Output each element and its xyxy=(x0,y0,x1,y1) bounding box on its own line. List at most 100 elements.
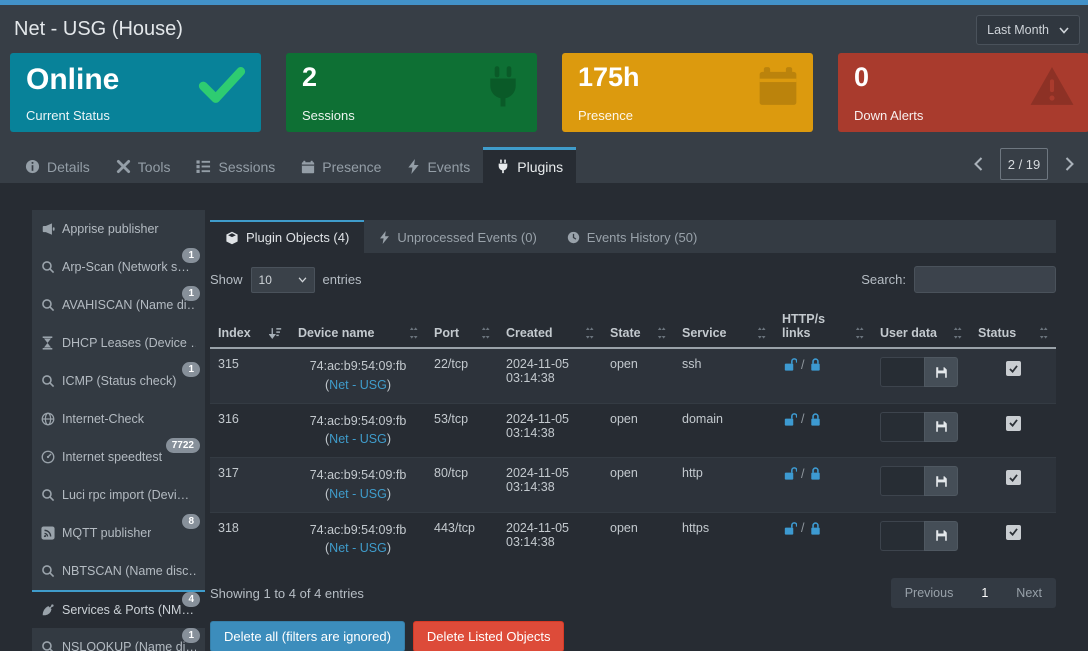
cell-service: http xyxy=(682,466,703,480)
sidebar-item-label: NSLOOKUP (Name di… xyxy=(62,640,196,651)
lock-closed-icon[interactable] xyxy=(808,412,823,427)
sidebar-item-arp-scan[interactable]: Arp-Scan (Network s… 1 xyxy=(32,248,205,286)
tab-plugin-objects[interactable]: Plugin Objects (4) xyxy=(210,220,365,253)
tab-events-history[interactable]: Events History (50) xyxy=(552,220,713,253)
cell-user-data xyxy=(872,458,970,513)
page-title: Net - USG (House) xyxy=(14,18,183,40)
sidebar-badge: 8 xyxy=(182,514,200,529)
device-mac: 74:ac:b9:54:09:fb xyxy=(309,468,407,482)
sidebar-item-luci-rpc-import[interactable]: Luci rpc import (Devi… xyxy=(32,476,205,514)
time-range-value: Last Month xyxy=(987,23,1049,37)
pagination-page-1[interactable]: 1 xyxy=(981,586,989,600)
lock-open-icon[interactable] xyxy=(782,412,797,427)
col-header-status[interactable]: Status xyxy=(970,307,1056,349)
cell-index: 317 xyxy=(218,466,239,480)
lock-closed-icon[interactable] xyxy=(808,357,823,372)
sidebar-item-label: ICMP (Status check) xyxy=(62,374,177,388)
user-data-input[interactable] xyxy=(880,357,924,387)
cell-user-data xyxy=(872,348,970,403)
save-button[interactable] xyxy=(924,466,958,496)
col-header-device-name[interactable]: Device name xyxy=(290,307,426,349)
cell-status xyxy=(970,512,1056,566)
tab-details[interactable]: Details xyxy=(12,147,103,183)
globe-icon xyxy=(41,412,55,426)
lock-closed-icon[interactable] xyxy=(808,521,823,536)
user-data-input[interactable] xyxy=(880,520,924,551)
sidebar-item-avahiscan[interactable]: AVAHISCAN (Name di… 1 xyxy=(32,286,205,324)
lock-open-icon[interactable] xyxy=(782,357,797,372)
sidebar-item-label: AVAHISCAN (Name di… xyxy=(62,298,196,312)
device-mac: 74:ac:b9:54:09:fb xyxy=(309,413,407,428)
sessions-value: 2 xyxy=(302,62,318,92)
cell-service: https xyxy=(682,520,710,535)
sidebar-item-mqtt-publisher[interactable]: MQTT publisher 8 xyxy=(32,514,205,552)
col-header-port[interactable]: Port xyxy=(426,307,498,349)
device-link[interactable]: Net - USG xyxy=(329,432,387,447)
device-link[interactable]: Net - USG xyxy=(329,486,387,501)
page-size-select[interactable]: 10 xyxy=(250,266,315,293)
user-data-input[interactable] xyxy=(880,411,924,442)
sidebar-item-internet-speedtest[interactable]: Internet speedtest 7722 xyxy=(32,438,205,476)
device-mac: 74:ac:b9:54:09:fb xyxy=(309,522,407,537)
tab-tools[interactable]: Tools xyxy=(103,147,184,183)
status-cards: Online Current Status 2 Sessions 175h Pr… xyxy=(10,53,1088,132)
current-status-value: Online xyxy=(26,63,120,96)
chevron-right-icon[interactable] xyxy=(1061,153,1078,175)
lock-open-icon[interactable] xyxy=(782,466,797,481)
delete-listed-button[interactable]: Delete Listed Objects xyxy=(412,621,565,651)
plugin-sidebar: Apprise publisher Arp-Scan (Network s… 1… xyxy=(32,210,205,651)
bolt-icon xyxy=(379,231,390,244)
save-button[interactable] xyxy=(924,411,958,442)
col-header-user-data[interactable]: User data xyxy=(872,307,970,349)
sidebar-item-icmp[interactable]: ICMP (Status check) 1 xyxy=(32,362,205,400)
pagination-previous[interactable]: Previous xyxy=(904,586,954,600)
status-checkbox[interactable] xyxy=(1005,415,1021,431)
sidebar-item-services-ports[interactable]: Services & Ports (NM… 4 xyxy=(32,590,205,628)
save-button[interactable] xyxy=(924,520,958,551)
tab-presence-label: Presence xyxy=(322,158,382,175)
col-header-index[interactable]: Index xyxy=(210,307,290,349)
time-range-dropdown[interactable]: Last Month xyxy=(976,15,1080,45)
lock-closed-icon[interactable] xyxy=(808,466,823,481)
sidebar-item-dhcp-leases[interactable]: DHCP Leases (Device … xyxy=(32,324,205,362)
tab-events[interactable]: Events xyxy=(394,147,483,183)
sidebar-badge: 1 xyxy=(182,362,200,377)
sidebar-item-label: Arp-Scan (Network s… xyxy=(62,260,190,274)
tab-plugins[interactable]: Plugins xyxy=(483,147,577,183)
sidebar-item-nbtscan[interactable]: NBTSCAN (Name disc… xyxy=(32,552,205,590)
card-presence: 175h Presence xyxy=(562,53,813,132)
status-checkbox[interactable] xyxy=(1005,470,1021,485)
delete-all-button[interactable]: Delete all (filters are ignored) xyxy=(210,621,405,651)
cell-state: open xyxy=(610,520,638,535)
pagination-next[interactable]: Next xyxy=(1016,586,1042,600)
rss-icon xyxy=(41,526,55,540)
sidebar-item-nslookup[interactable]: NSLOOKUP (Name di… 1 xyxy=(32,628,205,651)
tab-unprocessed-events-label: Unprocessed Events (0) xyxy=(397,230,537,245)
sidebar-item-apprise-publisher[interactable]: Apprise publisher xyxy=(32,210,205,248)
status-checkbox[interactable] xyxy=(1005,361,1021,376)
col-header-state[interactable]: State xyxy=(602,307,674,349)
table-controls: Show 10 entries Search: xyxy=(210,266,1056,293)
tab-unprocessed-events[interactable]: Unprocessed Events (0) xyxy=(364,220,551,253)
col-header-https-links[interactable]: HTTP/s links xyxy=(774,307,872,349)
chevron-left-icon[interactable] xyxy=(970,153,987,175)
search-input[interactable] xyxy=(914,266,1056,293)
save-button[interactable] xyxy=(924,357,958,387)
sidebar-item-label: Internet-Check xyxy=(62,412,144,426)
hourglass-icon xyxy=(41,336,55,350)
tab-sessions[interactable]: Sessions xyxy=(183,147,288,183)
device-link[interactable]: Net - USG xyxy=(329,541,387,556)
sort-icon xyxy=(481,327,490,339)
clock-icon xyxy=(567,231,580,244)
device-link[interactable]: Net - USG xyxy=(329,377,387,392)
status-checkbox[interactable] xyxy=(1005,524,1021,540)
sidebar-item-internet-check[interactable]: Internet-Check xyxy=(32,400,205,438)
col-header-created[interactable]: Created xyxy=(498,307,602,349)
tab-presence[interactable]: Presence xyxy=(288,147,394,183)
col-header-service[interactable]: Service xyxy=(674,307,774,349)
user-data-input[interactable] xyxy=(880,466,924,496)
cell-state: open xyxy=(610,411,638,426)
calendar-icon xyxy=(757,65,799,107)
entries-summary: Showing 1 to 4 of 4 entries xyxy=(210,585,364,601)
lock-open-icon[interactable] xyxy=(782,521,797,536)
